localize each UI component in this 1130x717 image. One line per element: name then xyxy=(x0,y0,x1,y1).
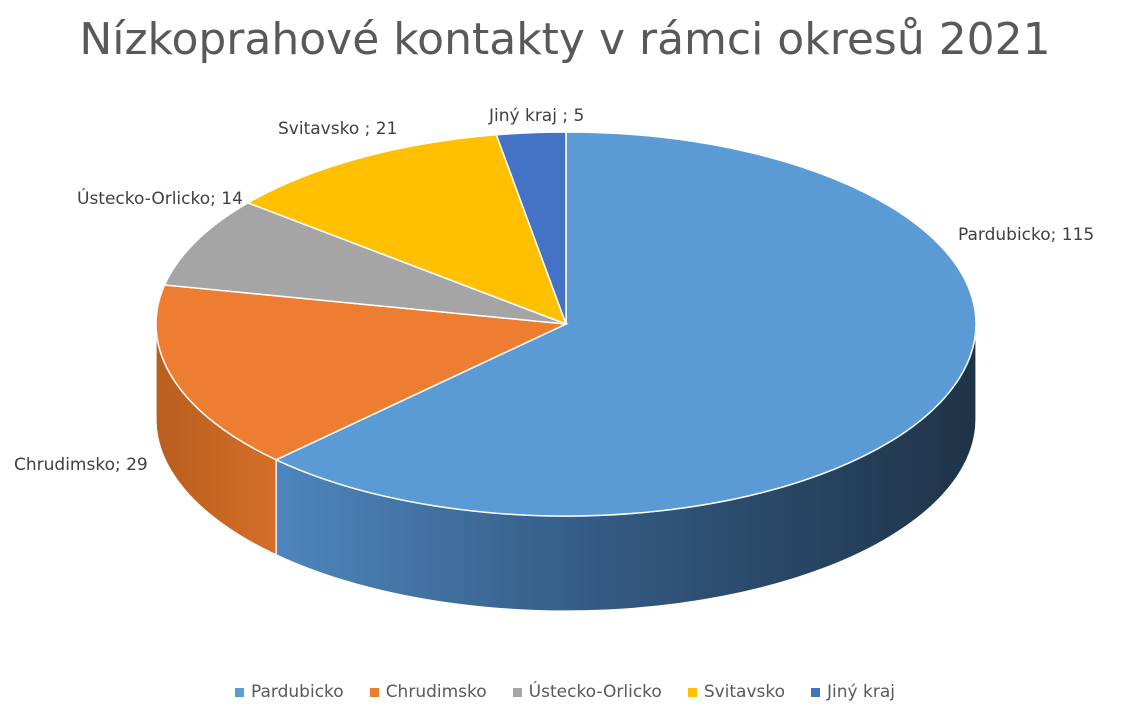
legend-label: Svitavsko xyxy=(703,682,786,702)
legend-swatch xyxy=(369,687,379,697)
data-label-pardubicko: Pardubicko; 115 xyxy=(958,225,1094,245)
legend-label: Pardubicko xyxy=(251,682,344,702)
legend-swatch xyxy=(687,687,697,697)
legend-label: Chrudimsko xyxy=(385,682,487,702)
legend: Pardubicko Chrudimsko Ústecko-Orlicko Svita… xyxy=(0,682,1130,702)
legend-label: Jiný kraj xyxy=(827,682,895,702)
data-label-chrudimsko: Chrudimsko; 29 xyxy=(14,455,148,475)
legend-swatch xyxy=(811,687,821,697)
legend-item-pardubicko: Pardubicko xyxy=(235,682,344,702)
pie-slice-jiny-kraj xyxy=(495,131,567,325)
legend-item-svitavsko: Svitavsko xyxy=(687,682,786,702)
legend-swatch xyxy=(512,687,522,697)
legend-swatch xyxy=(235,687,245,697)
legend-item-jiny-kraj: Jiný kraj xyxy=(811,682,895,702)
legend-item-ustecko-orlicko: Ústecko-Orlicko xyxy=(512,682,662,702)
data-label-ustecko-orlicko: Ústecko-Orlicko; 14 xyxy=(77,187,243,209)
chart-title: Nízkoprahové kontakty v rámci okresů 202… xyxy=(79,14,1051,65)
pie-slice-chrudimsko xyxy=(155,284,569,461)
data-label-jiny-kraj: Jiný kraj ; 5 xyxy=(488,106,584,126)
legend-item-chrudimsko: Chrudimsko xyxy=(369,682,487,702)
data-label-svitavsko: Svitavsko ; 21 xyxy=(278,119,397,139)
pie-slice-pardubicko xyxy=(274,131,977,517)
legend-label: Ústecko-Orlicko xyxy=(528,682,662,702)
pie-slice-ustecko-orlicko xyxy=(163,202,567,325)
pie-slice-svitavsko xyxy=(246,133,568,326)
